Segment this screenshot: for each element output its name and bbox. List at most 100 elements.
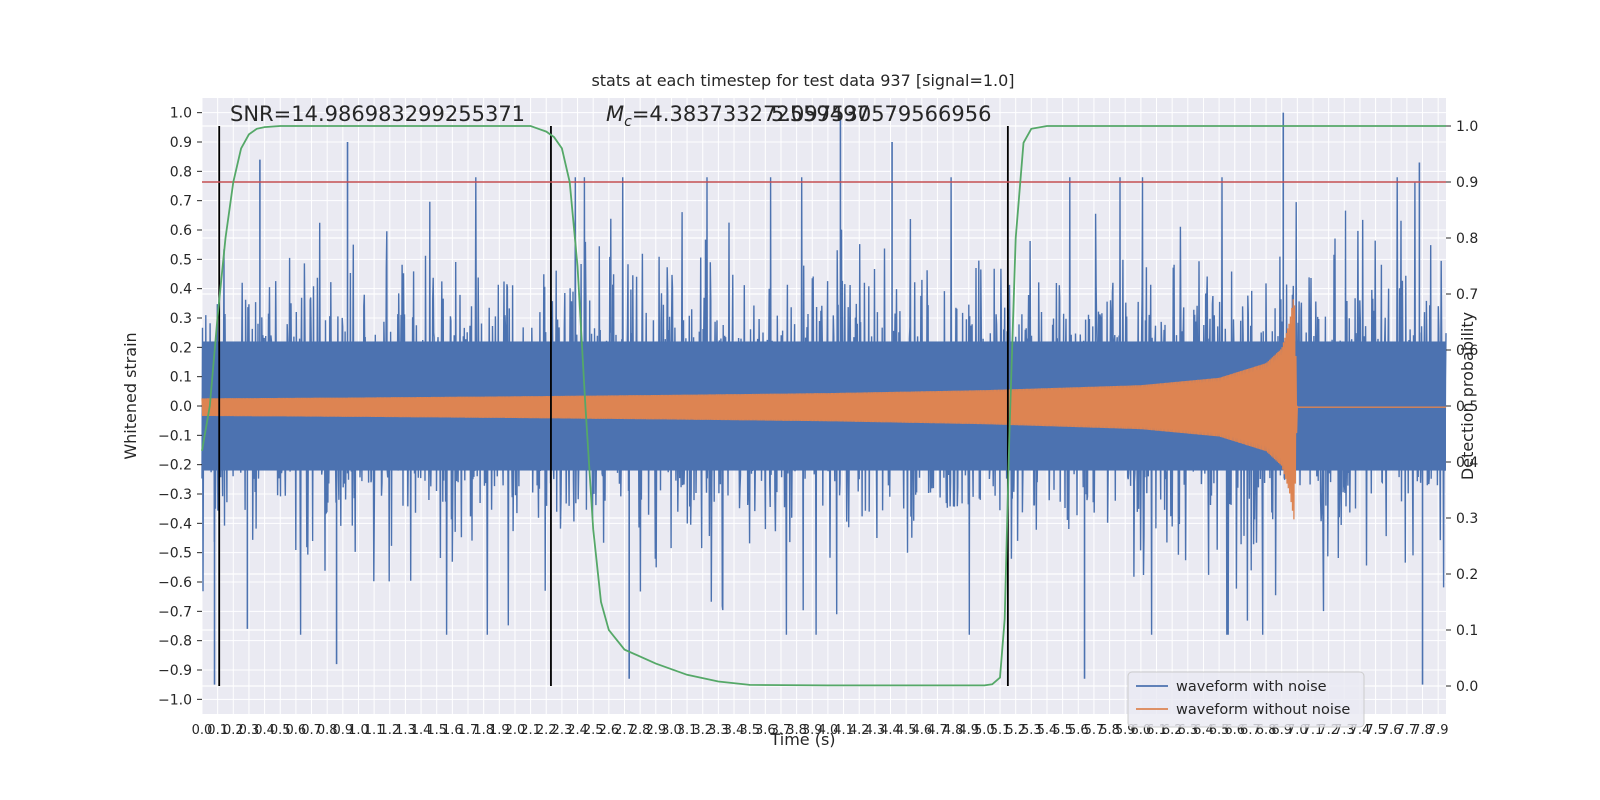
chirp-mass-value: =4.383733272559497 xyxy=(632,102,870,126)
x-tick-label: 1.9 xyxy=(489,723,510,738)
chirp-mass-symbol: M xyxy=(606,102,624,126)
y-tick-label-right: 0.8 xyxy=(1456,231,1478,247)
overlap-annotation: 5.097530579566956 xyxy=(771,102,991,126)
x-tick-label: 1.5 xyxy=(426,723,447,738)
x-tick-label: 2.4 xyxy=(567,723,588,738)
x-tick-label: 0.4 xyxy=(254,723,275,738)
x-tick-label: 4.9 xyxy=(958,723,979,738)
series-waveform-without-noise xyxy=(201,299,1446,520)
y-tick-label-right: 0.3 xyxy=(1456,511,1478,527)
x-tick-label: 0.5 xyxy=(270,723,291,738)
x-tick-label: 2.3 xyxy=(552,723,573,738)
y-tick-label-right: 0.2 xyxy=(1456,567,1478,583)
x-tick-label: 2.8 xyxy=(630,723,651,738)
y-tick-label-left: 0.8 xyxy=(170,164,192,180)
x-tick-label: 4.2 xyxy=(849,723,870,738)
x-tick-label: 0.9 xyxy=(332,723,353,738)
x-tick-label: 0.8 xyxy=(317,723,338,738)
x-tick-label: 2.9 xyxy=(645,723,666,738)
y-tick-label-left: 0.3 xyxy=(170,311,192,327)
y-tick-label-left: −1.0 xyxy=(158,692,192,708)
x-axis-label: Time (s) xyxy=(769,730,835,749)
legend: waveform with noise waveform without noi… xyxy=(1127,671,1365,728)
x-tick-label: 5.2 xyxy=(1005,723,1026,738)
x-tick-label: 5.4 xyxy=(1037,723,1058,738)
probability-curve xyxy=(201,125,1446,687)
y-tick-label-left: −0.9 xyxy=(158,663,192,679)
y-axis-label-left: Whitened strain xyxy=(121,332,140,459)
snr-annotation: SNR=14.986983299255371 xyxy=(230,102,525,126)
x-tick-label: 3.1 xyxy=(677,723,698,738)
event-markers xyxy=(218,126,1009,686)
y-tick-label-left: −0.7 xyxy=(158,604,192,620)
y-tick-label-left: 0.2 xyxy=(170,340,192,356)
x-tick-label: 1.3 xyxy=(395,723,416,738)
x-tick-label: 4.7 xyxy=(927,723,948,738)
x-tick-label: 5.6 xyxy=(1068,723,1089,738)
y-tick-label-left: 0.7 xyxy=(170,194,192,210)
y-axis-left-ticks: −1.0 −0.9 −0.8 −0.7 −0.6 −0.5 −0.4 −0.3 −0.2 −0.1… xyxy=(158,106,202,708)
x-tick-label: 7.8 xyxy=(1412,723,1433,738)
x-tick-label: 7.7 xyxy=(1397,723,1418,738)
y-tick-label-left: 0.6 xyxy=(170,223,192,239)
x-tick-label: 1.2 xyxy=(379,723,400,738)
y-tick-label-left: −0.1 xyxy=(158,428,192,444)
series-detection-probability xyxy=(201,125,1446,687)
x-tick-label: 3.2 xyxy=(692,723,713,738)
y-tick-label-left: −0.5 xyxy=(158,546,192,562)
y-tick-label-left: −0.6 xyxy=(158,575,192,591)
y-tick-label-left: 0.9 xyxy=(170,135,192,151)
chart-title: stats at each timestep for test data 937… xyxy=(591,71,1014,90)
x-tick-label: 7.6 xyxy=(1381,723,1402,738)
y-tick-label-left: 0.4 xyxy=(170,282,192,298)
x-tick-label: 2.7 xyxy=(614,723,635,738)
x-tick-label: 0.7 xyxy=(301,723,322,738)
y-tick-label-left: 1.0 xyxy=(170,106,192,122)
x-tick-label: 7.9 xyxy=(1428,723,1449,738)
x-tick-label: 1.6 xyxy=(442,723,463,738)
y-tick-label-right: 0.5 xyxy=(1456,399,1478,415)
x-tick-label: 2.6 xyxy=(598,723,619,738)
x-tick-label: 1.4 xyxy=(411,723,432,738)
x-tick-label: 0.3 xyxy=(239,723,260,738)
x-tick-label: 3.8 xyxy=(786,723,807,738)
x-tick-label: 4.1 xyxy=(833,723,854,738)
x-tick-label: 3.3 xyxy=(708,723,729,738)
x-tick-label: 5.1 xyxy=(990,723,1011,738)
legend-label-noise: waveform with noise xyxy=(1176,679,1327,695)
x-tick-label: 4.0 xyxy=(818,723,839,738)
y-tick-label-left: −0.2 xyxy=(158,458,192,474)
x-tick-label: 5.3 xyxy=(1021,723,1042,738)
x-tick-label: 1.1 xyxy=(364,723,385,738)
x-tick-label: 0.0 xyxy=(192,723,213,738)
x-tick-label: 4.4 xyxy=(880,723,901,738)
y-tick-label-right: 0.9 xyxy=(1456,175,1478,191)
x-tick-label: 0.6 xyxy=(286,723,307,738)
x-tick-label: 5.7 xyxy=(1084,723,1105,738)
y-tick-label-left: −0.8 xyxy=(158,634,192,650)
y-tick-label-left: −0.4 xyxy=(158,516,192,532)
y-tick-label-left: 0.5 xyxy=(170,252,192,268)
x-tick-label: 7.5 xyxy=(1365,723,1386,738)
x-tick-label: 5.0 xyxy=(974,723,995,738)
y-tick-label-right: 0.0 xyxy=(1456,679,1478,695)
x-tick-label: 1.7 xyxy=(458,723,479,738)
legend-label-clean: waveform without noise xyxy=(1176,702,1350,718)
y-tick-label-right: 0.6 xyxy=(1456,343,1478,359)
x-tick-label: 2.5 xyxy=(583,723,604,738)
y-tick-label-left: 0.0 xyxy=(170,399,192,415)
y-axis-label-right: Detection probability xyxy=(1458,312,1477,480)
chirp-trace xyxy=(201,299,1446,520)
y-tick-label-right: 0.4 xyxy=(1456,455,1478,471)
x-tick-label: 0.2 xyxy=(223,723,244,738)
x-tick-label: 4.8 xyxy=(943,723,964,738)
x-tick-label: 1.8 xyxy=(473,723,494,738)
y-tick-label-right: 1.0 xyxy=(1456,119,1478,135)
legend-box xyxy=(1127,671,1365,728)
x-tick-label: 2.1 xyxy=(520,723,541,738)
x-axis-ticks: 0.00.10.20.30.40.50.60.70.80.91.01.11.21… xyxy=(192,723,1449,738)
x-tick-label: 0.1 xyxy=(207,723,228,738)
x-tick-label: 3.6 xyxy=(755,723,776,738)
x-tick-label: 4.6 xyxy=(911,723,932,738)
